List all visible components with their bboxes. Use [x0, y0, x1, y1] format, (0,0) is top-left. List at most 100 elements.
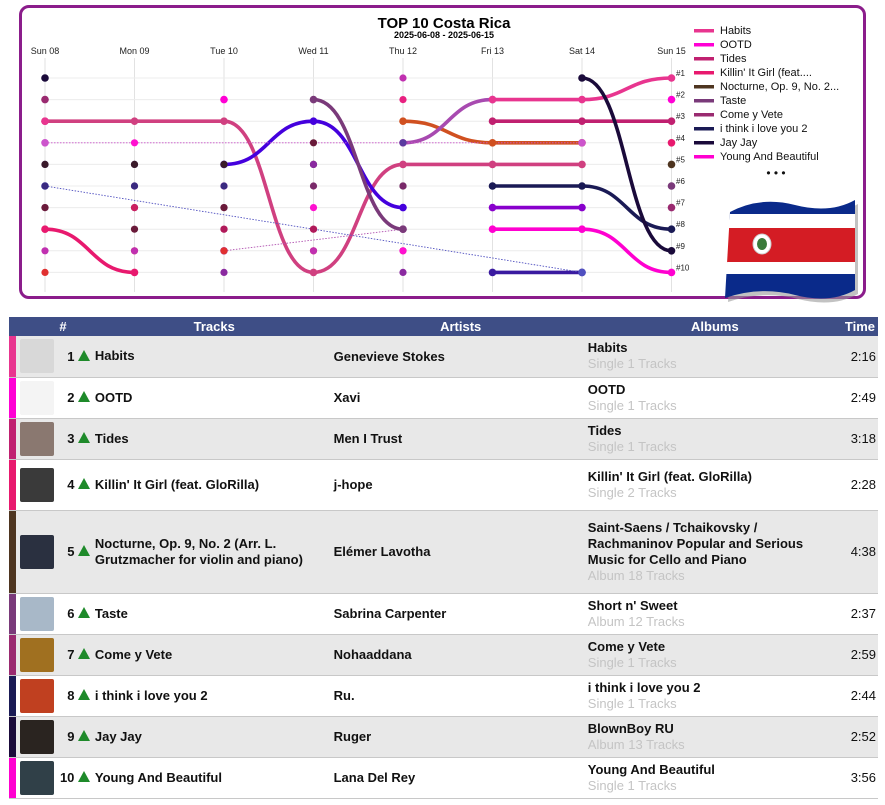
album-type: Single 1 Tracks: [587, 654, 677, 670]
album-type: Album 12 Tracks: [587, 613, 685, 629]
table-row[interactable]: 3 Tides Men I Trust Tides Single 1 Tracks 3:1…: [9, 418, 878, 460]
x-tick-label: Sun 08: [31, 46, 60, 56]
track-duration: 2:49: [841, 377, 878, 419]
album-name: Come y Vete: [587, 638, 666, 654]
data-point-rank-6: [309, 95, 318, 104]
table-row[interactable]: 9 Jay Jay Ruger BlownBoy RU Album 13 Tracks 2…: [9, 716, 878, 758]
data-point-filler-4: [399, 247, 407, 255]
data-point-filler-2: [399, 182, 407, 190]
data-point-rank-1: [41, 117, 49, 125]
rank-number: 6: [59, 593, 79, 635]
track-duration: 2:44: [841, 675, 878, 717]
track-title: Come y Vete: [94, 634, 334, 676]
row-color-bar: [9, 634, 17, 676]
data-point-other-0: [578, 160, 586, 169]
artist-name: Sabrina Carpenter: [333, 593, 588, 635]
x-tick-label: Tue 10: [210, 46, 238, 56]
data-point-filler-4: [309, 204, 318, 212]
album-name: Killin' It Girl (feat. GloRilla): [587, 468, 752, 484]
legend-swatch: [694, 57, 714, 61]
data-point-filler-1: [130, 160, 139, 168]
ranking-chart: Sun 08 Mon 09 Tue 10 Wed 11 Thu 12 Fri 13 Sat …: [31, 15, 858, 303]
album-art-thumbnail: [20, 534, 55, 569]
trend-up-icon: [78, 593, 95, 635]
trend-up-icon: [78, 716, 95, 758]
data-point-rank-7: [667, 203, 676, 212]
album-cell: i think i love you 2 Single 1 Tracks: [587, 675, 842, 717]
rank-number: 5: [59, 510, 79, 594]
data-point-rank-9: [667, 247, 676, 255]
data-point-rank-3: [488, 117, 497, 125]
legend-entry: Habits: [720, 25, 752, 37]
rank-number: 3: [59, 418, 79, 460]
table-row[interactable]: 8 i think i love you 2 Ru. i think i love y…: [9, 675, 878, 717]
data-point-filler-7: [309, 139, 318, 147]
data-point-rank-7: [41, 95, 49, 104]
data-point-other-0: [220, 117, 228, 125]
rank-number: 9: [59, 716, 79, 758]
track-duration: 2:37: [841, 593, 878, 635]
data-point-filler-4: [130, 139, 139, 147]
data-point-filler-8: [130, 247, 139, 255]
data-point-filler-8: [309, 247, 318, 255]
table-row[interactable]: 6 Taste Sabrina Carpenter Short n' Sweet Alb…: [9, 593, 878, 635]
data-point-rank-8: [578, 182, 586, 190]
album-art-cell: [16, 418, 60, 460]
data-point-other-7: [41, 139, 49, 147]
rank-tick-label: #9: [676, 242, 685, 251]
album-art-thumbnail: [20, 719, 55, 754]
data-point-rank-3: [667, 117, 676, 125]
data-point-other-0: [130, 117, 139, 125]
rank-tick-label: #7: [676, 199, 685, 208]
trend-up-icon: [78, 336, 95, 378]
album-art-thumbnail: [20, 637, 55, 672]
data-point-filler-7: [220, 204, 228, 212]
rank-tick-label: #1: [676, 69, 685, 78]
album-art-cell: [16, 336, 60, 378]
header-bar: [9, 317, 17, 336]
rank-number: 8: [59, 675, 79, 717]
tracks-table: # Tracks Artists Albums Time 1 Habits Gene…: [9, 317, 878, 799]
legend-entry: Taste: [720, 95, 746, 107]
table-row[interactable]: 5 Nocturne, Op. 9, No. 2 (Arr. L. Grutzma…: [9, 510, 878, 594]
table-row[interactable]: 2 OOTD Xavi OOTD Single 1 Tracks 2:49: [9, 377, 878, 419]
data-point-rank-9: [578, 74, 586, 82]
header-tracks: Tracks: [94, 317, 334, 336]
chart-title: TOP 10 Costa Rica: [378, 15, 511, 32]
data-point-rank-10: [667, 268, 676, 277]
x-tick-label: Thu 12: [389, 46, 417, 56]
table-row[interactable]: 10 Young And Beautiful Lana Del Rey Young A…: [9, 757, 878, 799]
data-point-rank-1: [667, 74, 676, 82]
table-row[interactable]: 1 Habits Genevieve Stokes Habits Single 1 Tr…: [9, 336, 878, 378]
series-line-rank-6: [311, 97, 405, 231]
x-tick-label: Wed 11: [298, 46, 328, 56]
data-point-other-0: [399, 160, 407, 169]
data-point-other-3: [488, 203, 497, 212]
data-point-filler-2: [309, 182, 318, 190]
header-rank: #: [59, 317, 95, 336]
data-point-rank-3: [578, 117, 586, 125]
table-header-row: # Tracks Artists Albums Time: [9, 317, 878, 336]
album-art-thumbnail: [20, 760, 55, 795]
rank-number: 7: [59, 634, 79, 676]
legend-swatch: [694, 113, 714, 117]
rank-tick-label: #10: [676, 263, 690, 272]
track-title: Tides: [94, 418, 334, 460]
data-point-rank-9: [41, 74, 49, 82]
data-point-filler-0: [399, 139, 407, 147]
data-point-filler-6: [220, 268, 228, 276]
legend-swatch: [694, 99, 714, 103]
album-art-cell: [16, 634, 60, 676]
album-art-thumbnail: [20, 467, 55, 502]
album-name: Short n' Sweet: [587, 597, 678, 613]
table-row[interactable]: 7 Come y Vete Nohaaddana Come y Vete Single …: [9, 634, 878, 676]
legend-entry: Tides: [720, 53, 747, 65]
legend-entry: Killin' It Girl (feat....: [720, 67, 812, 79]
trend-up-icon: [78, 757, 95, 799]
table-row[interactable]: 4 Killin' It Girl (feat. GloRilla) j-hope K…: [9, 459, 878, 511]
track-duration: 2:59: [841, 634, 878, 676]
album-name: Tides: [587, 422, 622, 438]
data-point-filler-1: [41, 160, 49, 168]
track-duration: 2:52: [841, 716, 878, 758]
rank-number: 4: [59, 459, 79, 511]
